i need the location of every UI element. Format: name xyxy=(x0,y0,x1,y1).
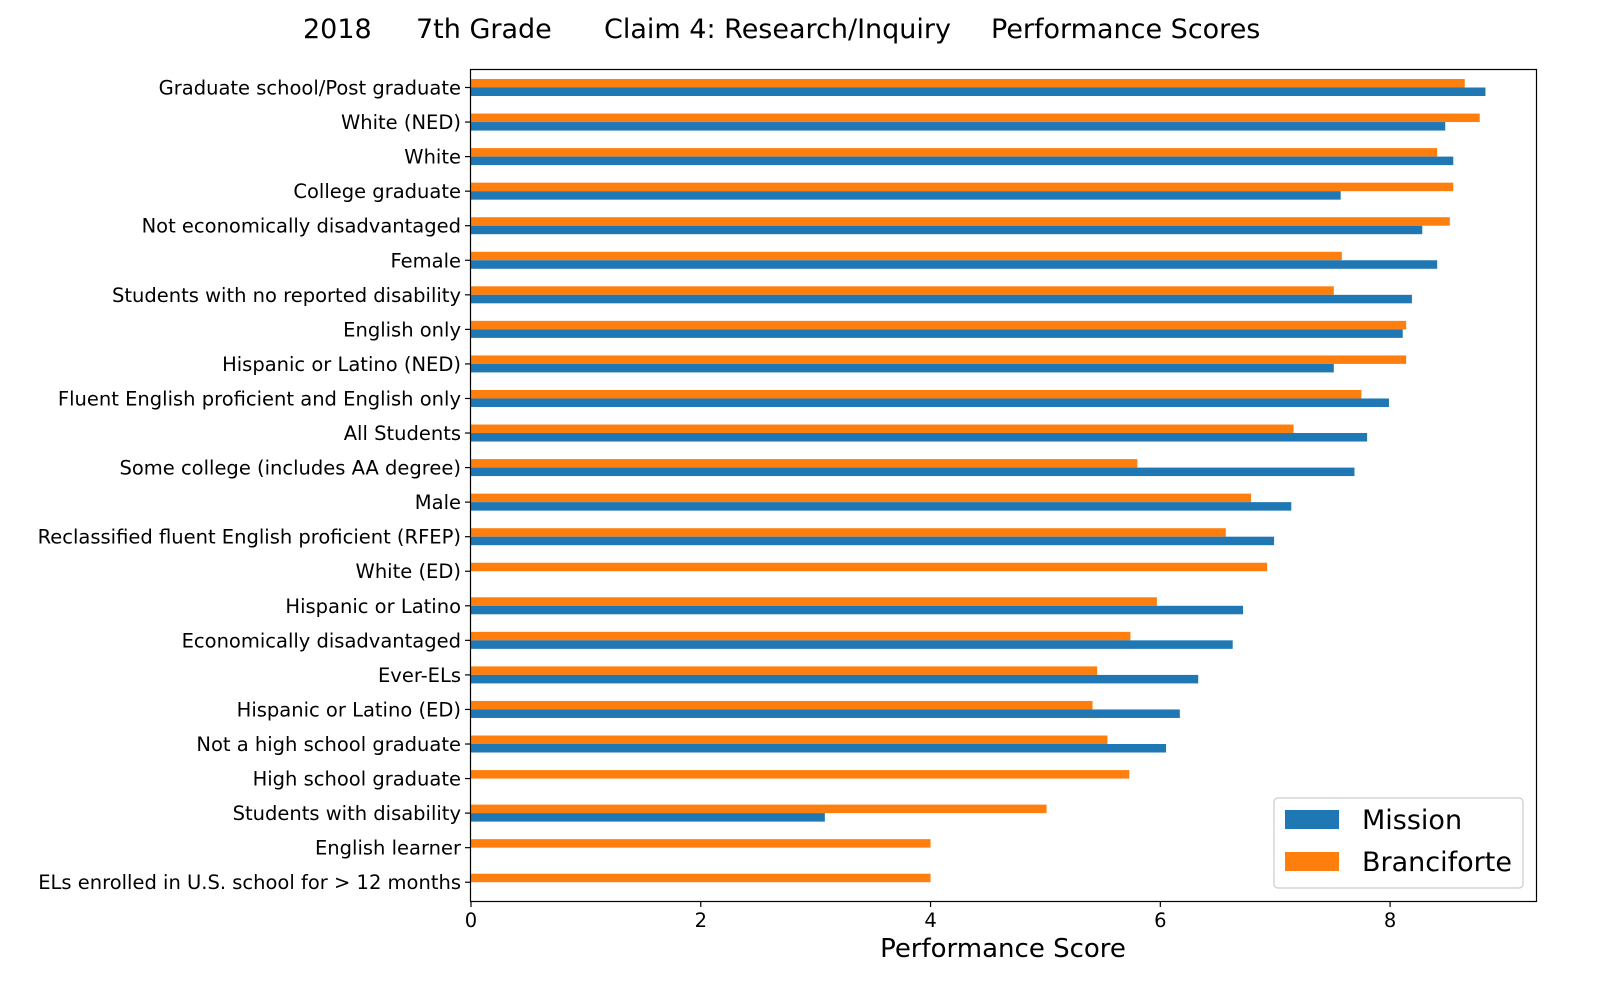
y-tick-label: Female xyxy=(390,249,461,272)
bar-mission xyxy=(471,674,1199,684)
y-tick-label: Students with no reported disability xyxy=(112,284,461,307)
bar-branciforte xyxy=(471,113,1480,123)
y-tick-label: White xyxy=(404,146,461,169)
y-tick-label: Ever-ELs xyxy=(378,664,461,687)
y-tick-label: Some college (includes AA degree) xyxy=(119,457,461,480)
title-grade: 7th Grade xyxy=(416,14,552,45)
y-tick-label: ELs enrolled in U.S. school for > 12 mon… xyxy=(38,871,461,894)
y-tick-label: Economically disadvantaged xyxy=(182,629,461,652)
bar-branciforte xyxy=(471,459,1138,468)
bar-branciforte xyxy=(471,251,1342,261)
bar-branciforte xyxy=(471,770,1130,779)
y-tick-label: Hispanic or Latino xyxy=(285,595,461,618)
bar-mission xyxy=(471,605,1244,615)
x-tick-label: 2 xyxy=(695,909,707,932)
y-tick-label: Fluent English proficient and English on… xyxy=(58,387,461,410)
legend-swatch-mission xyxy=(1285,810,1339,829)
y-tick-label: All Students xyxy=(344,422,461,445)
plot-area-frame xyxy=(469,68,1538,903)
bar-mission xyxy=(471,225,1423,235)
bar-branciforte xyxy=(471,735,1108,745)
bar-branciforte xyxy=(471,389,1362,399)
bar-branciforte xyxy=(471,148,1438,157)
y-tick-label: English only xyxy=(343,318,461,341)
x-axis-label: Performance Score xyxy=(880,934,1126,964)
bar-branciforte xyxy=(471,528,1226,537)
bar-mission xyxy=(471,467,1355,477)
bar-mission xyxy=(471,294,1412,304)
y-tick-label: Hispanic or Latino (ED) xyxy=(237,698,461,721)
y-tick-label: Male xyxy=(415,491,461,514)
legend-swatch-branciforte xyxy=(1285,852,1339,871)
y-tick-label: Not a high school graduate xyxy=(196,733,461,756)
bar-mission xyxy=(471,744,1167,753)
legend: Mission Branciforte xyxy=(1273,797,1524,889)
bar-branciforte xyxy=(471,700,1093,710)
bar-mission xyxy=(471,87,1486,96)
y-tick-label: Graduate school/Post graduate xyxy=(159,77,461,100)
bar-branciforte xyxy=(471,873,931,883)
bar-branciforte xyxy=(471,597,1157,606)
legend-label-branciforte: Branciforte xyxy=(1362,847,1512,878)
legend-label-mission: Mission xyxy=(1362,805,1462,836)
title-year: 2018 xyxy=(303,14,372,45)
y-tick-label: Reclassified fluent English proficient (… xyxy=(38,526,461,549)
bar-mission xyxy=(471,156,1454,166)
bar-mission xyxy=(471,122,1446,131)
bar-branciforte xyxy=(471,182,1454,192)
bar-branciforte xyxy=(471,424,1294,434)
bar-mission xyxy=(471,363,1334,373)
bar-branciforte xyxy=(471,562,1268,572)
bar-branciforte xyxy=(471,320,1407,330)
x-tick-label: 4 xyxy=(924,909,936,932)
bar-mission xyxy=(471,260,1438,269)
bar-branciforte xyxy=(471,286,1334,295)
x-tick-label: 8 xyxy=(1384,909,1396,932)
y-tick-label: Students with disability xyxy=(233,802,461,825)
bar-branciforte xyxy=(471,217,1450,226)
y-tick-label: High school graduate xyxy=(253,768,461,791)
title-metric: Performance Scores xyxy=(991,14,1261,45)
bar-mission xyxy=(471,191,1341,200)
bar-branciforte xyxy=(471,355,1407,364)
bar-branciforte xyxy=(471,493,1252,503)
bar-branciforte xyxy=(471,804,1047,814)
y-axis: Graduate school/Post graduate White (NED)… xyxy=(38,77,471,894)
x-tick-label: 0 xyxy=(465,909,477,932)
y-tick-label: Not economically disadvantaged xyxy=(142,215,461,238)
x-tick-label: 6 xyxy=(1154,909,1166,932)
title-claim: Claim 4: Research/Inquiry xyxy=(604,14,951,45)
y-tick-label: English learner xyxy=(315,837,462,860)
bar-branciforte xyxy=(471,839,931,848)
chart-title: 2018 7th Grade Claim 4: Research/Inquiry… xyxy=(0,14,1600,169)
bar-branciforte xyxy=(471,666,1098,675)
y-tick-label: White (NED) xyxy=(341,111,461,134)
x-axis: 0 2 4 6 8 xyxy=(465,901,1396,932)
bar-branciforte xyxy=(471,79,1465,88)
bar-mission xyxy=(471,536,1275,546)
bar-mission xyxy=(471,329,1403,338)
bar-branciforte xyxy=(471,631,1131,641)
y-tick-label: College graduate xyxy=(293,180,461,203)
bar-mission xyxy=(471,398,1389,407)
bar-mission xyxy=(471,433,1368,442)
y-tick-label: White (ED) xyxy=(356,560,461,583)
bar-mission xyxy=(471,709,1180,718)
bar-mission xyxy=(471,813,825,822)
bar-mission xyxy=(471,502,1292,511)
bars-layer xyxy=(471,79,1486,883)
bar-mission xyxy=(471,640,1233,649)
y-tick-label: Hispanic or Latino (NED) xyxy=(222,353,461,376)
